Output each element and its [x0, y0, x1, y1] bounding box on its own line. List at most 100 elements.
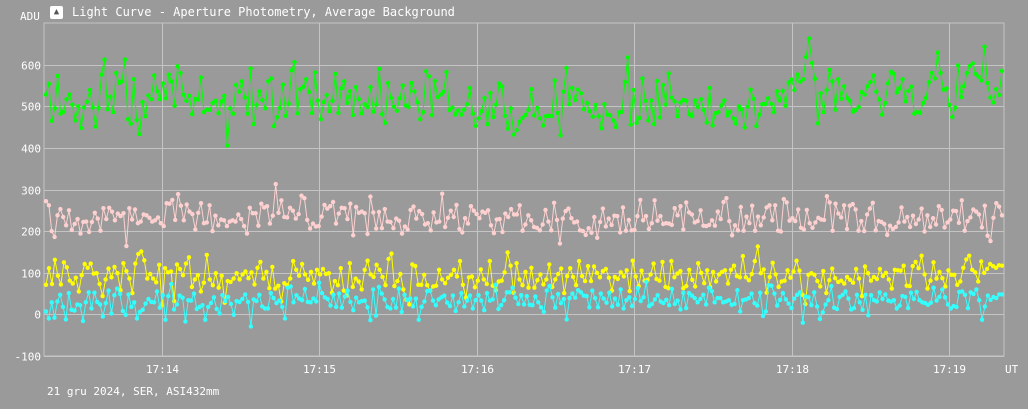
data-point [971, 291, 976, 297]
data-point [453, 308, 458, 314]
data-point [377, 267, 382, 272]
data-point [826, 298, 831, 303]
data-point [553, 305, 558, 310]
x-tick-label: 17:14 [146, 363, 179, 376]
data-point [663, 102, 668, 107]
data-point [240, 272, 245, 277]
data-point [43, 92, 49, 97]
data-point [533, 294, 538, 299]
data-point [894, 90, 899, 95]
data-point [646, 226, 652, 232]
data-point [451, 267, 457, 272]
series-0 [43, 36, 1005, 148]
data-point [298, 87, 303, 92]
data-point [973, 71, 978, 77]
data-point [797, 290, 803, 295]
data-point [590, 288, 595, 293]
data-point [134, 316, 140, 321]
data-point [90, 105, 96, 110]
data-point [514, 212, 519, 217]
data-point [925, 286, 930, 291]
data-point [351, 308, 356, 313]
data-point [505, 126, 511, 131]
y-tick-label: 300 [21, 185, 41, 198]
data-point [253, 211, 258, 216]
data-point [427, 288, 433, 293]
data-point [827, 200, 832, 205]
data-point [595, 235, 600, 240]
data-point [193, 227, 198, 232]
data-point [544, 288, 549, 293]
data-point [338, 266, 343, 271]
data-point [919, 206, 924, 211]
data-point [299, 261, 305, 267]
data-point [877, 266, 883, 272]
data-point [891, 298, 897, 303]
data-point [67, 278, 73, 283]
data-point [809, 60, 815, 66]
data-point [264, 269, 269, 275]
data-point [600, 206, 606, 211]
data-point [43, 309, 49, 314]
data-point [955, 282, 960, 287]
data-point [587, 305, 592, 310]
data-point [632, 296, 638, 302]
data-point [207, 203, 212, 208]
data-point [507, 290, 512, 295]
data-point [362, 298, 367, 303]
data-point [49, 228, 54, 234]
data-point [684, 305, 689, 311]
data-point [735, 228, 741, 233]
data-point [953, 105, 958, 110]
data-point [952, 272, 957, 277]
data-point [964, 257, 969, 262]
data-point [760, 313, 766, 319]
data-point [414, 216, 419, 221]
data-point [739, 107, 744, 112]
data-point [824, 194, 830, 199]
data-point [118, 213, 123, 219]
data-point [476, 116, 481, 121]
data-point [400, 83, 405, 88]
data-point [854, 292, 860, 297]
data-point [627, 295, 632, 300]
data-point [859, 293, 865, 299]
data-point [629, 303, 635, 309]
data-point [675, 271, 680, 276]
data-point [274, 300, 279, 306]
data-point [49, 281, 55, 287]
data-point [121, 261, 126, 266]
data-point [292, 59, 297, 65]
data-point [158, 221, 163, 226]
data-point [63, 223, 69, 228]
data-point [46, 266, 52, 271]
data-point [689, 114, 695, 119]
data-point [241, 223, 247, 229]
y-axis-label: ADU [20, 10, 40, 23]
data-point [473, 123, 478, 128]
data-point [121, 211, 126, 216]
data-point [274, 114, 280, 120]
data-point [464, 102, 470, 107]
data-point [219, 273, 224, 278]
data-point [339, 86, 344, 91]
data-point [63, 317, 69, 322]
data-point [641, 295, 646, 300]
data-point [580, 228, 586, 234]
data-point [336, 211, 341, 216]
data-point [442, 224, 448, 230]
data-point [58, 282, 64, 287]
x-tick-label: 17:19 [933, 363, 966, 376]
data-point [429, 112, 435, 118]
data-point [982, 44, 987, 49]
data-point [812, 76, 818, 82]
data-point [145, 276, 150, 281]
data-point [273, 181, 278, 187]
data-point [342, 79, 347, 84]
data-point [243, 269, 248, 274]
data-point [314, 267, 320, 272]
data-point [709, 218, 715, 223]
data-point [64, 97, 69, 102]
data-point [730, 116, 736, 121]
data-point [398, 271, 403, 277]
